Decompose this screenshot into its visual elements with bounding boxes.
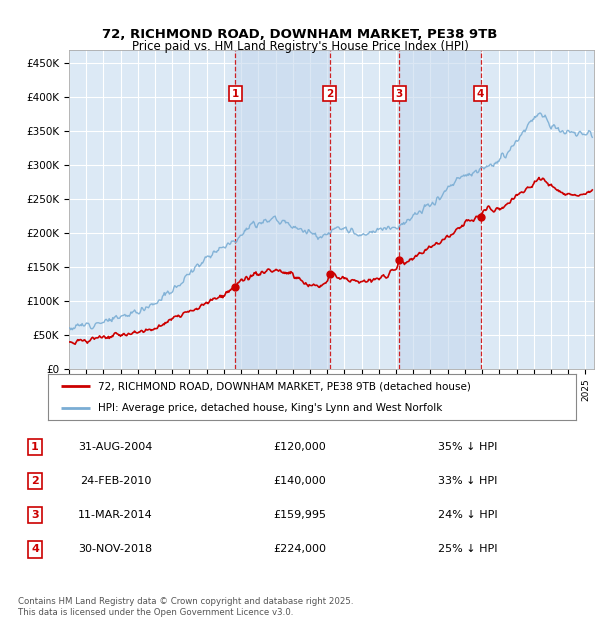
Text: £224,000: £224,000: [274, 544, 326, 554]
Text: 35% ↓ HPI: 35% ↓ HPI: [438, 441, 497, 452]
Text: £120,000: £120,000: [274, 441, 326, 452]
Text: Contains HM Land Registry data © Crown copyright and database right 2025.
This d: Contains HM Land Registry data © Crown c…: [18, 598, 353, 617]
Text: 1: 1: [232, 89, 239, 99]
Text: £159,995: £159,995: [274, 510, 326, 520]
Text: 3: 3: [31, 510, 39, 520]
Text: 3: 3: [396, 89, 403, 99]
Text: 72, RICHMOND ROAD, DOWNHAM MARKET, PE38 9TB (detached house): 72, RICHMOND ROAD, DOWNHAM MARKET, PE38 …: [98, 381, 471, 391]
Text: Price paid vs. HM Land Registry's House Price Index (HPI): Price paid vs. HM Land Registry's House …: [131, 40, 469, 53]
Text: 1: 1: [31, 441, 39, 452]
Text: HPI: Average price, detached house, King's Lynn and West Norfolk: HPI: Average price, detached house, King…: [98, 403, 443, 413]
Text: 2: 2: [31, 476, 39, 486]
Text: 4: 4: [31, 544, 39, 554]
Text: £140,000: £140,000: [274, 476, 326, 486]
Text: 4: 4: [477, 89, 484, 99]
Bar: [400, 50, 481, 369]
Text: 33% ↓ HPI: 33% ↓ HPI: [438, 476, 497, 486]
Text: 24-FEB-2010: 24-FEB-2010: [80, 476, 151, 486]
Text: 30-NOV-2018: 30-NOV-2018: [79, 544, 153, 554]
Text: 25% ↓ HPI: 25% ↓ HPI: [438, 544, 498, 554]
Text: 11-MAR-2014: 11-MAR-2014: [79, 510, 153, 520]
Text: 2: 2: [326, 89, 333, 99]
Text: 24% ↓ HPI: 24% ↓ HPI: [438, 510, 498, 520]
Bar: [235, 50, 329, 369]
Text: 72, RICHMOND ROAD, DOWNHAM MARKET, PE38 9TB: 72, RICHMOND ROAD, DOWNHAM MARKET, PE38 …: [103, 28, 497, 41]
Text: 31-AUG-2004: 31-AUG-2004: [79, 441, 153, 452]
